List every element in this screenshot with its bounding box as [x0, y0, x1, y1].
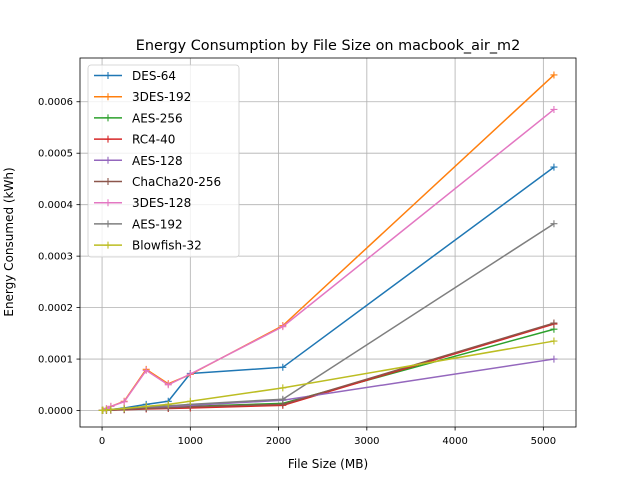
x-axis-label: File Size (MB)	[288, 457, 368, 471]
data-point	[550, 220, 558, 228]
y-axis-ticks: 0.0000 0.0001 0.0002 0.0003 0.0004 0.0005 0.00…	[38, 97, 80, 417]
data-point	[550, 105, 558, 113]
data-point	[279, 363, 287, 371]
data-point	[107, 406, 115, 414]
data-point	[550, 319, 558, 327]
legend-item: AES-128	[94, 154, 183, 168]
x-tick-label: 2000	[266, 436, 291, 447]
legend-item: 3DES-192	[94, 90, 191, 104]
x-tick-label: 0	[99, 436, 105, 447]
data-point	[164, 400, 172, 408]
legend-label: AES-192	[132, 217, 183, 231]
legend-marker	[104, 135, 112, 143]
series-blowfish-32	[98, 337, 558, 414]
y-tick-label: 0.0006	[38, 97, 73, 108]
y-tick-label: 0.0004	[38, 200, 73, 211]
y-axis-label: Energy Consumed (kWh)	[2, 167, 16, 316]
data-point	[279, 395, 287, 403]
data-point	[120, 398, 128, 406]
legend-item: RC4-40	[94, 133, 175, 147]
legend-marker	[104, 241, 112, 249]
legend-label: AES-128	[132, 154, 183, 168]
chart-title: Energy Consumption by File Size on macbo…	[136, 38, 520, 54]
legend-marker	[104, 220, 112, 228]
legend-label: AES-256	[132, 111, 183, 125]
series-line	[101, 108, 555, 412]
legend: DES-64 3DES-192 AES-256 RC4-40 AES-128 ChaCha…	[87, 64, 240, 258]
legend-label: Blowfish-32	[132, 239, 202, 253]
data-point	[550, 355, 558, 363]
data-point	[164, 381, 172, 389]
legend-marker	[104, 199, 112, 207]
data-point	[142, 402, 150, 410]
legend-item: 3DES-128	[94, 196, 191, 210]
legend-marker	[104, 156, 112, 164]
legend-label: 3DES-128	[132, 196, 191, 210]
data-point	[550, 71, 558, 79]
y-tick-label: 0.0000	[38, 406, 73, 417]
y-tick-label: 0.0002	[38, 303, 73, 314]
legend-label: 3DES-192	[132, 90, 191, 104]
legend-item: Blowfish-32	[94, 239, 202, 253]
legend-item: AES-192	[94, 217, 183, 231]
data-point	[550, 337, 558, 345]
legend-marker	[104, 178, 112, 185]
legend-label: ChaCha20-256	[132, 175, 221, 189]
plot-frame	[79, 57, 577, 428]
data-point	[550, 163, 558, 171]
legend-item: ChaCha20-256	[94, 175, 221, 189]
x-axis-ticks: 0 1000 2000 3000 4000 5000	[99, 427, 556, 447]
legend-marker	[104, 72, 112, 79]
y-tick-label: 0.0003	[38, 252, 73, 263]
data-point	[279, 384, 287, 392]
y-tick-label: 0.0001	[38, 355, 73, 366]
legend-item: AES-256	[94, 111, 183, 125]
y-tick-label: 0.0005	[38, 149, 73, 160]
legend-label: RC4-40	[132, 133, 175, 147]
x-tick-label: 3000	[354, 436, 379, 447]
data-point	[186, 370, 194, 378]
data-point	[186, 397, 194, 405]
x-tick-label: 1000	[178, 436, 203, 447]
legend-box	[87, 64, 240, 258]
data-point	[142, 366, 150, 374]
x-tick-label: 5000	[531, 436, 556, 447]
legend-marker	[104, 93, 112, 101]
data-point	[120, 404, 128, 412]
legend-label: DES-64	[132, 69, 176, 83]
data-point	[279, 323, 287, 331]
series-layer	[98, 71, 558, 414]
legend-item: DES-64	[94, 69, 176, 83]
x-tick-label: 4000	[442, 436, 467, 447]
legend-marker	[104, 114, 112, 122]
